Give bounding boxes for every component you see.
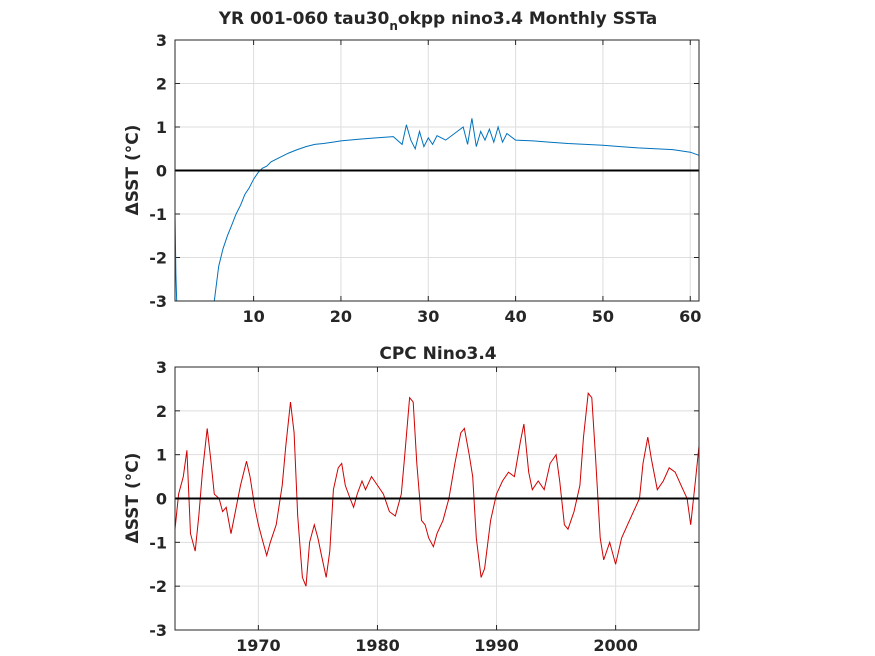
y-tick-label: -1 [149, 205, 167, 224]
series-line [174, 392, 700, 587]
plot-frame-bottom [174, 366, 700, 631]
plot-frame-top [174, 39, 700, 302]
chart-title-bottom: CPC Nino3.4 [379, 344, 496, 364]
x-tick-label: 10 [242, 307, 264, 326]
x-tick-label: 30 [417, 307, 439, 326]
x-tick-label: 1980 [355, 636, 400, 655]
chart-title-top: YR 001-060 tau30nokpp nino3.4 Monthly SS… [218, 9, 658, 33]
y-tick-label: 1 [156, 446, 167, 465]
series-top [174, 118, 700, 302]
y-tick-label: -3 [149, 292, 167, 311]
series-bottom [174, 392, 700, 587]
x-tick-label: 50 [592, 307, 614, 326]
y-axis-label-top: ΔSST (°C) [123, 125, 143, 216]
y-tick-label: 0 [156, 162, 167, 181]
y-tick-label: -2 [149, 577, 167, 596]
y-ticks-bottom: -3 -2 -1 0 1 2 3 [149, 358, 699, 640]
axes-bottom: CPC Nino3.4 ΔSST (°C) 1970 1980 1990 2000 -… [123, 344, 700, 655]
y-axis-label-bottom: ΔSST (°C) [123, 453, 143, 544]
x-tick-label: 1970 [236, 636, 281, 655]
x-tick-label: 2000 [593, 636, 638, 655]
x-tick-label: 1990 [474, 636, 519, 655]
y-tick-label: 0 [156, 490, 167, 509]
y-tick-label: 1 [156, 118, 167, 137]
y-tick-label: 2 [156, 402, 167, 421]
title-top-main: YR 001-060 tau30 [218, 9, 390, 29]
y-tick-label: -3 [149, 621, 167, 640]
x-tick-label: 60 [679, 307, 701, 326]
y-tick-label: 3 [156, 358, 167, 377]
y-tick-label: -1 [149, 533, 167, 552]
series-line [174, 118, 700, 302]
x-tick-label: 20 [330, 307, 352, 326]
x-ticks-top: 10 20 30 40 50 60 [242, 40, 701, 326]
title-top-rest: okpp nino3.4 Monthly SSTa [398, 9, 657, 29]
y-tick-label: 3 [156, 31, 167, 50]
y-ticks-top: -3 -2 -1 0 1 2 3 [149, 31, 699, 311]
axes-top: YR 001-060 tau30nokpp nino3.4 Monthly SS… [123, 9, 701, 326]
title-top-subscript: n [389, 19, 398, 33]
x-ticks-bottom: 1970 1980 1990 2000 [236, 367, 638, 655]
y-tick-label: 2 [156, 75, 167, 94]
x-tick-label: 40 [504, 307, 526, 326]
y-tick-label: -2 [149, 249, 167, 268]
